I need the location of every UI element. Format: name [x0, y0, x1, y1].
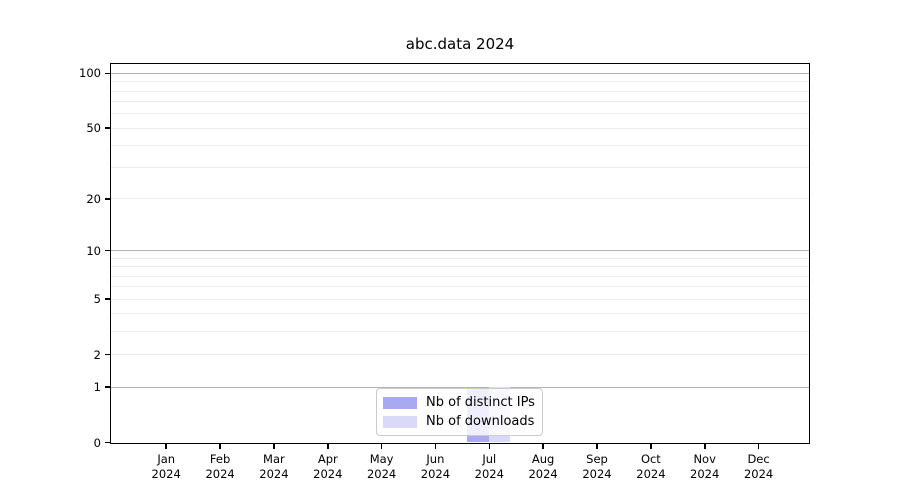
- gridline-minor-2: [111, 354, 809, 356]
- gridline-minor-7: [111, 275, 809, 277]
- gridline-minor-60: [111, 113, 809, 115]
- x-tick-label-may: May 2024: [366, 452, 397, 481]
- gridline-minor-3: [111, 331, 809, 333]
- gridline-minor-4: [111, 313, 809, 315]
- legend-swatch-distinct-ips: [383, 396, 417, 409]
- gridline-minor-80: [111, 90, 809, 92]
- x-tick-label-jan: Jan 2024: [151, 452, 181, 481]
- y-tick-label-5: 5: [93, 292, 101, 307]
- legend: Nb of distinct IPs Nb of downloads: [376, 388, 543, 436]
- chart-title: abc.data 2024: [405, 35, 515, 53]
- gridline-minor-40: [111, 144, 809, 146]
- gridline-minor-5: [111, 298, 809, 300]
- y-tick-100: [105, 72, 110, 75]
- gridline-major-1: [111, 386, 809, 388]
- plot-area: Nb of distinct IPs Nb of downloads: [110, 63, 810, 444]
- y-tick-label-2: 2: [93, 347, 101, 362]
- legend-swatch-downloads: [383, 415, 417, 428]
- legend-entry-downloads: Nb of downloads: [383, 414, 536, 429]
- gridline-major-10: [111, 250, 809, 252]
- x-tick-label-sep: Sep 2024: [582, 452, 612, 481]
- x-tick-jun: [434, 444, 437, 449]
- x-tick-label-dec: Dec 2024: [743, 452, 774, 481]
- y-tick-0: [105, 441, 110, 444]
- gridline-minor-8: [111, 266, 809, 268]
- legend-label-distinct-ips: Nb of distinct IPs: [426, 395, 535, 410]
- y-tick-1: [105, 386, 110, 388]
- gridline-minor-30: [111, 167, 809, 169]
- x-tick-jul: [488, 444, 491, 449]
- y-tick-2: [105, 353, 110, 356]
- x-tick-nov: [704, 444, 706, 449]
- gridline-minor-90: [111, 81, 809, 83]
- gridline-minor-9: [111, 257, 809, 259]
- x-tick-may: [380, 444, 383, 449]
- x-tick-label-jun: Jun 2024: [420, 452, 451, 481]
- x-tick-dec: [757, 444, 760, 449]
- x-tick-label-apr: Apr 2024: [313, 452, 343, 481]
- y-tick-50: [105, 127, 110, 129]
- x-tick-aug: [542, 444, 544, 449]
- x-tick-label-nov: Nov 2024: [690, 452, 720, 481]
- x-tick-feb: [219, 444, 221, 449]
- x-tick-label-jul: Jul 2024: [474, 452, 504, 481]
- x-tick-oct: [650, 444, 652, 449]
- y-tick-10: [105, 249, 110, 252]
- x-tick-mar: [273, 444, 275, 449]
- y-tick-label-0: 0: [93, 435, 101, 450]
- gridline-minor-20: [111, 198, 809, 200]
- x-tick-label-feb: Feb 2024: [205, 452, 235, 481]
- gridline-major-100: [111, 72, 809, 74]
- x-tick-jan: [165, 444, 167, 449]
- gridline-minor-70: [111, 101, 809, 102]
- y-tick-20: [105, 198, 110, 200]
- y-tick-label-1: 1: [93, 380, 101, 394]
- legend-entry-distinct-ips: Nb of distinct IPs: [383, 395, 536, 410]
- x-tick-sep: [596, 444, 598, 449]
- x-tick-label-mar: Mar 2024: [259, 452, 289, 481]
- x-tick-label-oct: Oct 2024: [636, 452, 666, 481]
- x-tick-label-aug: Aug 2024: [528, 452, 558, 481]
- y-tick-label-100: 100: [79, 66, 101, 81]
- x-tick-apr: [327, 444, 329, 449]
- y-tick-label-10: 10: [86, 243, 101, 258]
- y-tick-label-20: 20: [86, 191, 101, 206]
- y-tick-label-50: 50: [86, 121, 101, 135]
- legend-label-downloads: Nb of downloads: [426, 414, 535, 429]
- gridline-minor-50: [111, 127, 809, 129]
- gridline-minor-6: [111, 286, 809, 288]
- y-tick-5: [105, 298, 110, 300]
